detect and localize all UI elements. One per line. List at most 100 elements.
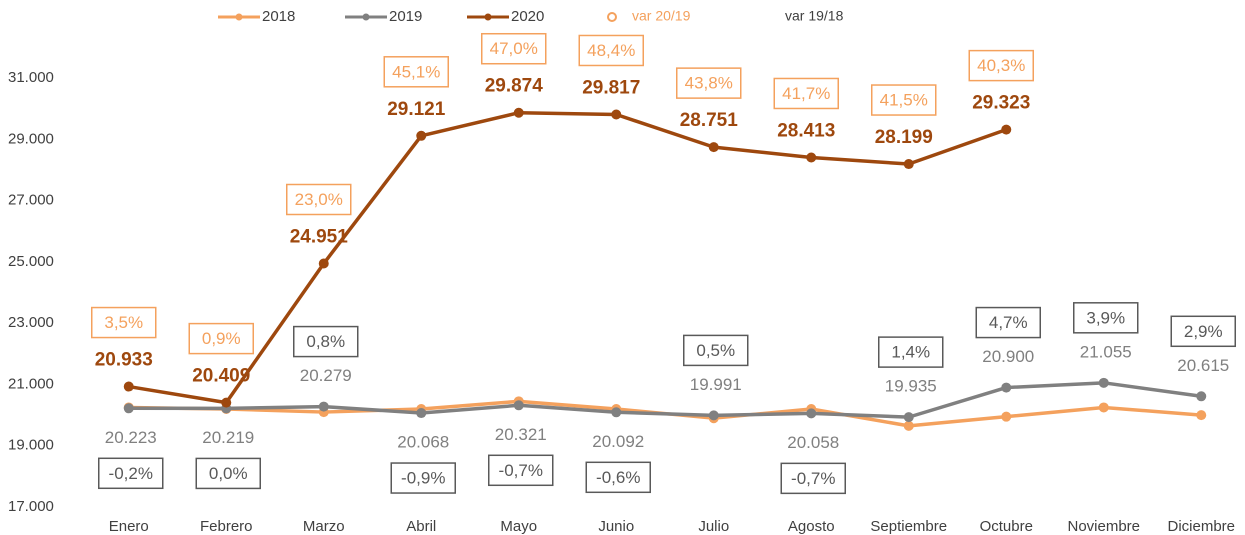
var-label: -0,7% [499,461,543,480]
var-box [383,56,449,88]
var-label: 1,4% [891,343,930,362]
point [708,410,719,421]
var-box [585,461,651,494]
var-label: -0,2% [109,464,153,483]
point [903,412,914,423]
data-label: 20.092 [592,432,644,451]
data-label: 28.751 [680,110,739,131]
x-tick-label: Junio [598,518,634,535]
var-label: 41,5% [880,91,928,110]
var-label: 23,0% [295,190,343,209]
point [903,420,914,431]
data-label: 29.121 [387,99,446,120]
var-label: 48,4% [587,41,635,60]
data-label: 20.615 [1177,356,1229,375]
point [1001,382,1012,393]
point [1098,377,1109,388]
data-label: 20.321 [495,425,547,444]
x-tick-label: Octubre [980,518,1033,535]
var-box [1170,315,1236,348]
data-label: 20.068 [397,433,449,452]
var-box [195,457,261,490]
data-label: 28.413 [777,120,835,141]
x-tick-label: Abril [406,518,436,535]
point [416,408,427,419]
point [318,258,329,269]
var-label: -0,7% [791,469,835,488]
var-box [975,306,1041,339]
var-box [188,322,254,355]
point [708,142,719,153]
var-box [286,183,352,216]
point [221,397,232,408]
data-label: 20.279 [300,366,352,385]
x-tick-label: Enero [109,518,149,535]
data-label: 21.055 [1080,342,1132,361]
x-tick-label: Agosto [788,518,835,535]
x-tick-label: Noviembre [1067,518,1140,535]
var-label: 4,7% [989,313,1028,332]
var-label: 41,7% [782,84,830,103]
var-label: 40,3% [977,56,1025,75]
var-box [683,334,749,367]
x-tick-label: Septiembre [870,518,947,535]
var-box [871,84,937,116]
var-label: 3,9% [1086,308,1125,327]
data-label: 20.933 [95,350,153,371]
var-label: 0,5% [696,341,735,360]
x-tick-label: Mayo [500,518,537,535]
point [123,381,134,392]
y-tick-label: 17.000 [8,498,54,515]
data-label: 20.219 [202,428,254,447]
var-label: 45,1% [392,62,440,81]
var-box [578,34,644,67]
var-box [878,336,944,368]
var-label: 3,5% [104,313,143,332]
point [318,401,329,412]
point [611,109,622,120]
var-box [968,49,1034,82]
data-label: 20.900 [982,347,1034,366]
point [416,130,427,141]
data-label: 19.991 [690,375,742,394]
y-tick-label: 29.000 [8,130,54,147]
point [1098,402,1109,413]
legend-label: 2019 [389,8,422,25]
var-box [91,306,157,339]
x-tick-label: Diciembre [1167,518,1235,535]
var-label: 43,8% [685,74,733,93]
legend-label: var 20/19 [632,8,691,24]
data-label: 19.935 [885,377,937,396]
y-tick-label: 31.000 [8,69,54,86]
point [1196,410,1207,421]
var-label: 2,9% [1184,322,1223,341]
point [1196,391,1207,402]
point [513,107,524,118]
point [123,403,134,414]
data-label: 20.058 [787,433,839,452]
legend-marker [235,13,243,21]
legend-label: 2020 [511,8,544,25]
var-box [98,457,164,490]
legend-marker [607,12,617,22]
var-box [481,32,547,65]
y-tick-label: 27.000 [8,192,54,209]
point [611,407,622,418]
y-tick-label: 19.000 [8,437,54,454]
var-label: 47,0% [490,39,538,58]
legend-label: 2018 [262,8,295,25]
var-label: 0,9% [202,329,241,348]
data-label: 29.817 [582,77,640,98]
var-label: 0,8% [306,332,345,351]
point [806,408,817,419]
y-tick-label: 25.000 [8,253,54,270]
var-box [1073,302,1139,334]
data-label: 24.951 [290,227,349,248]
legend-label: var 19/18 [785,8,844,24]
legend-marker [362,13,370,21]
var-label: -0,6% [596,468,640,487]
data-label: 28.199 [875,127,933,148]
var-label: 0,0% [209,464,248,483]
var-label: -0,9% [401,469,445,488]
